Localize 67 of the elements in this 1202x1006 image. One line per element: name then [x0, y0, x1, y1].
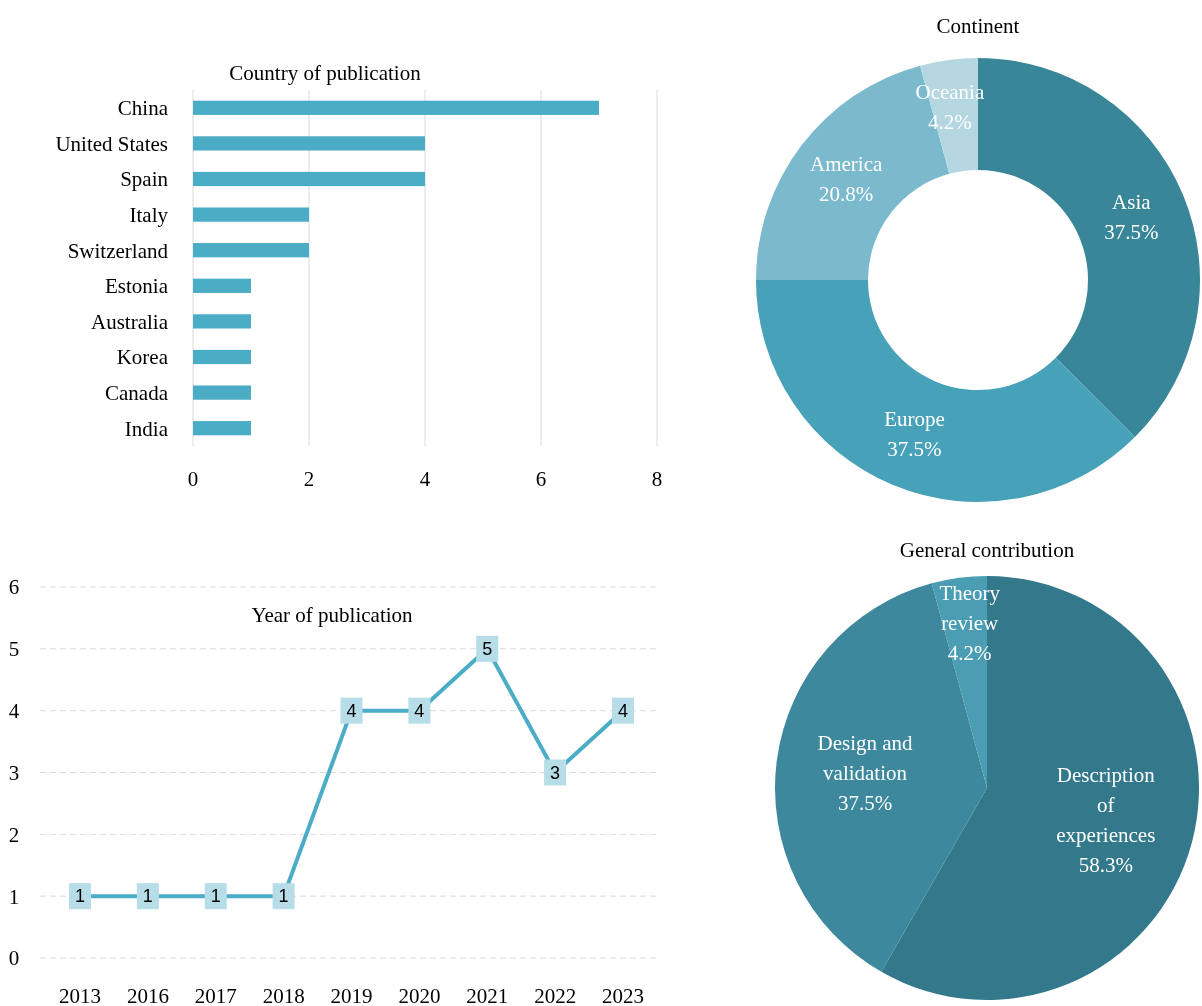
data-label: 1: [74, 886, 86, 907]
y-tick-label: 6: [8, 575, 20, 600]
bar: [193, 207, 309, 222]
slice-label: Europe: [884, 406, 945, 431]
bar: [193, 314, 251, 329]
y-tick-label: Korea: [116, 345, 169, 370]
y-tick-label: China: [117, 96, 169, 121]
data-label: 1: [210, 886, 221, 907]
x-tick-label: 2022: [534, 984, 577, 1006]
data-label: 4.2%: [947, 640, 992, 665]
slice-label: Asia: [1112, 189, 1152, 214]
x-tick-label: 2016: [126, 984, 169, 1006]
bar: [193, 349, 251, 365]
y-tick-label: India: [124, 416, 169, 441]
y-tick-label: 3: [8, 760, 20, 785]
y-tick-label: Estonia: [105, 274, 169, 299]
text: Year of publication: [251, 603, 414, 627]
data-label: 58.3%: [1078, 853, 1133, 878]
x-tick-label: 0: [187, 467, 199, 491]
data-label: 37.5%: [887, 436, 942, 461]
y-tick-label: 1: [8, 884, 20, 909]
y-tick-label: United States: [55, 131, 168, 156]
y-tick-label: Spain: [120, 167, 169, 192]
chart-title: General contribution: [899, 538, 1075, 562]
y-tick-label: 4: [8, 699, 20, 724]
chart-title: Country of publication: [229, 61, 422, 85]
x-tick-label: 2023: [602, 984, 644, 1006]
slice-label: Design and validation: [817, 730, 914, 785]
x-tick-label: 2021: [466, 984, 509, 1006]
bar: [193, 100, 599, 115]
x-tick-label: 2017: [194, 984, 237, 1006]
data-label: 5: [482, 639, 493, 660]
y-tick-label: 0: [8, 946, 20, 971]
bar: [193, 243, 309, 258]
slice-label: Theory review: [939, 580, 1001, 635]
x-tick-label: 8: [651, 467, 663, 491]
bar: [193, 278, 251, 293]
y-tick-label: Australia: [91, 309, 169, 334]
data-label: 1: [278, 886, 289, 907]
x-tick-label: 2020: [398, 984, 441, 1006]
y-tick-label: 5: [8, 637, 20, 662]
y-tick-label: Italy: [129, 202, 169, 227]
data-label: 3: [550, 762, 561, 783]
x-tick-label: 4: [419, 467, 431, 491]
y-tick-label: 2: [8, 822, 20, 847]
data-label: 4.2%: [928, 110, 972, 135]
slice-label: Description of experiences: [1056, 763, 1156, 848]
x-tick-label: 2: [303, 467, 315, 491]
bar: [193, 171, 425, 187]
slice-label: America: [810, 152, 884, 177]
data-label: 37.5%: [1104, 219, 1159, 244]
y-tick-label: Canada: [105, 380, 169, 405]
data-label: 4: [414, 700, 425, 721]
bar: [193, 385, 251, 400]
bar: [193, 136, 425, 151]
x-tick-label: 2013: [59, 984, 101, 1006]
chart-title: Continent: [936, 14, 1020, 38]
x-tick-label: 2019: [330, 984, 373, 1006]
data-label: 20.8%: [819, 182, 874, 207]
bar: [193, 421, 251, 436]
y-tick-label: Switzerland: [67, 238, 169, 263]
data-label: 4: [346, 700, 357, 721]
data-label: 4: [617, 700, 629, 721]
data-label: 37.5%: [837, 790, 893, 815]
x-tick-label: 2018: [262, 984, 305, 1006]
x-tick-label: 6: [535, 467, 547, 491]
donut-slice: [756, 280, 1135, 502]
